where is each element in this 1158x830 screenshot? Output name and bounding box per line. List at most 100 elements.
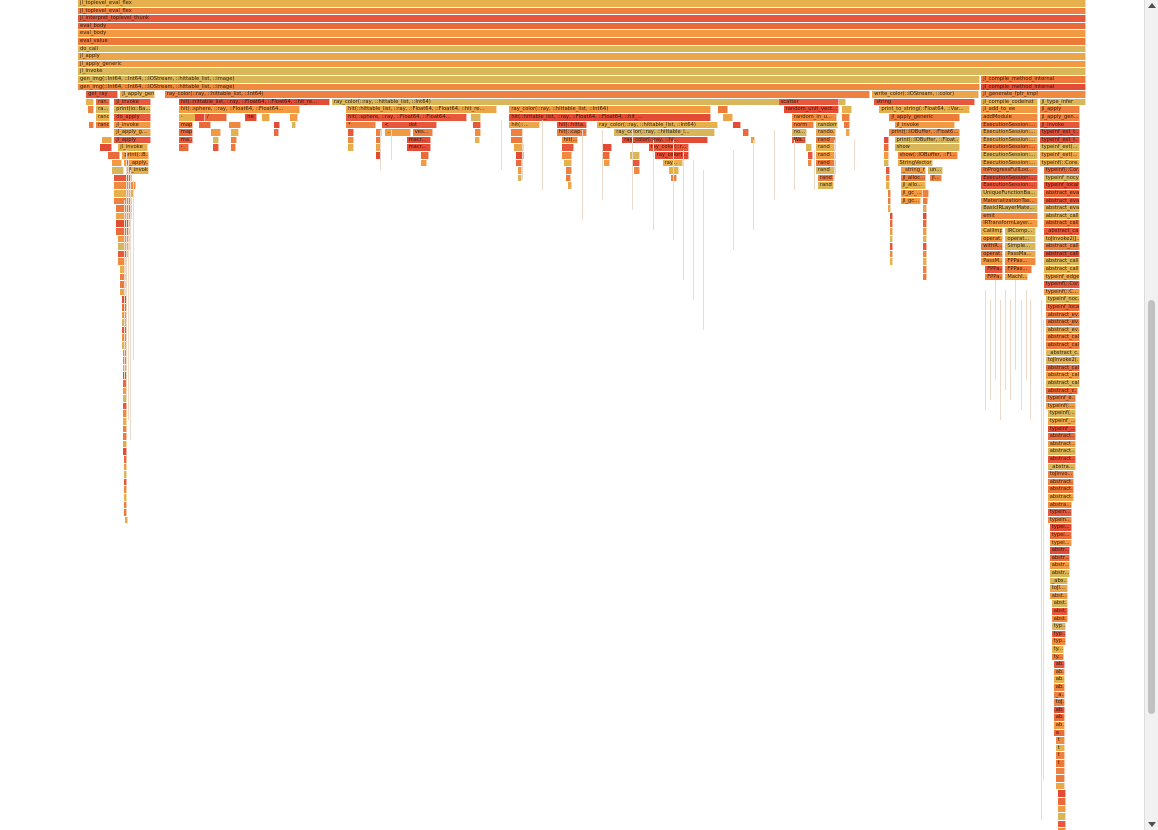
flame-frame[interactable] (1055, 775, 1065, 782)
flame-frame[interactable] (602, 144, 613, 151)
flame-frame[interactable]: t (1055, 737, 1065, 744)
flame-frame[interactable]: typei... (1049, 532, 1072, 539)
flame-frame[interactable] (1057, 790, 1066, 797)
flame-frame[interactable]: hit(::hitta... (556, 121, 587, 129)
flame-frame[interactable]: abst... (1051, 600, 1068, 607)
flame-frame[interactable]: rand (817, 174, 834, 182)
flame-frame[interactable] (668, 167, 679, 174)
flame-frame[interactable]: show (894, 144, 960, 151)
flame-frame[interactable] (922, 235, 927, 243)
flame-frame[interactable]: abstract... (1047, 448, 1076, 455)
flame-frame[interactable]: jl_invoke (114, 98, 151, 106)
flame-frame[interactable]: typeinf(::Cor... (1043, 167, 1080, 174)
flame-frame[interactable] (563, 159, 572, 167)
flame-frame[interactable] (231, 144, 237, 151)
flame-frame[interactable]: abstract_call... (1045, 380, 1080, 387)
flame-frame[interactable] (890, 212, 894, 220)
flame-frame[interactable] (888, 190, 892, 197)
flame-frame[interactable]: typei... (1049, 524, 1072, 531)
flame-frame[interactable] (630, 152, 641, 159)
flame-frame[interactable] (261, 114, 270, 121)
flame-frame[interactable]: _abs... (1049, 577, 1068, 585)
flame-frame[interactable]: gen_img(::Int64, ::Int64, ::IOStream, ::… (78, 76, 981, 83)
flame-frame[interactable] (1057, 798, 1066, 805)
flame-frame[interactable]: ab... (1053, 706, 1065, 714)
flame-frame[interactable]: ab... (1053, 684, 1065, 691)
flame-frame[interactable]: typeinf(::C... (1043, 288, 1080, 296)
flame-frame[interactable] (291, 121, 296, 129)
flame-frame[interactable] (123, 402, 128, 410)
flame-frame[interactable]: MaterializationTas... (981, 197, 1038, 205)
flame-frame[interactable]: rand (815, 167, 837, 174)
flame-frame[interactable] (194, 114, 205, 121)
flame-frame[interactable]: un... (927, 167, 943, 174)
flame-frame[interactable] (116, 220, 131, 227)
flame-frame[interactable]: jl_invoke (118, 144, 149, 151)
flame-frame[interactable]: typeinf(:... (1045, 402, 1076, 410)
flame-frame[interactable]: typ... (1051, 623, 1066, 630)
flame-frame[interactable]: do_call (78, 45, 1086, 53)
flame-frame[interactable]: print(::IOBuffer, ::Float6... (889, 129, 960, 136)
flame-frame[interactable]: abst... (1051, 608, 1068, 615)
flame-frame[interactable] (124, 471, 128, 478)
flame-frame[interactable]: rando... (815, 129, 837, 136)
flame-frame[interactable]: ab... (1053, 676, 1065, 683)
flame-frame[interactable]: print(::B... (122, 152, 149, 159)
flame-frame[interactable] (123, 448, 128, 455)
flame-frame[interactable]: abstract... (1047, 440, 1076, 448)
flame-frame[interactable]: norm (791, 121, 814, 129)
flame-frame[interactable]: ra... (96, 106, 111, 113)
flame-frame[interactable]: ab... (1053, 668, 1065, 676)
flame-frame[interactable]: gen_img(::Int64, ::Int64, ::IOStream, ::… (78, 83, 981, 91)
flame-frame[interactable]: toJ... (1053, 699, 1065, 706)
flame-frame[interactable]: typeinf_local... (1045, 304, 1080, 311)
flame-frame[interactable]: t (1055, 744, 1065, 752)
flame-frame[interactable]: PassMa... (1005, 250, 1036, 258)
flame-frame[interactable]: write_color(::IOStream, ::color) (872, 91, 980, 98)
flame-frame[interactable] (114, 190, 135, 197)
flame-frame[interactable] (120, 288, 127, 296)
flame-frame[interactable]: print(::IOBuffer, ::Float... (894, 136, 960, 144)
flame-frame[interactable] (231, 129, 240, 136)
flame-frame[interactable]: abstract_ev... (1045, 319, 1080, 326)
flame-frame[interactable] (1055, 782, 1065, 790)
flame-frame[interactable] (273, 129, 279, 136)
flame-frame[interactable]: hit(... (561, 136, 578, 144)
flame-frame[interactable] (888, 205, 892, 212)
flame-frame[interactable] (511, 136, 524, 144)
flame-frame[interactable] (1057, 805, 1066, 813)
flame-frame[interactable]: ray_color(::ray, ::hi... (622, 136, 708, 144)
flame-frame[interactable]: ray_color(::ray, ::hittable_list, ::Int6… (597, 121, 719, 129)
flame-frame[interactable]: random_unit_vect... (783, 106, 839, 113)
flame-frame[interactable]: _abstract_ca... (1043, 228, 1080, 235)
flame-frame[interactable]: jl... (929, 174, 942, 182)
flame-frame[interactable]: random_in_u... (791, 114, 838, 121)
flame-frame[interactable]: abstract_ev... (1045, 311, 1080, 319)
flame-frame[interactable]: eval_body (78, 22, 1086, 30)
flame-frame[interactable]: jl_gc... (900, 197, 921, 205)
flame-frame[interactable] (511, 129, 524, 136)
flame-frame[interactable]: hit(::cap... (556, 129, 587, 136)
flame-frame[interactable]: jl_apply (78, 53, 1086, 60)
flame-frame[interactable] (112, 167, 125, 174)
flame-frame[interactable] (517, 174, 522, 182)
flame-frame[interactable] (124, 486, 128, 493)
flame-frame[interactable] (890, 250, 894, 258)
flame-frame[interactable]: t (1055, 752, 1065, 759)
flame-frame[interactable]: StringVector (897, 159, 933, 167)
flame-frame[interactable] (473, 121, 482, 129)
flame-frame[interactable]: ty... (1051, 646, 1064, 653)
flame-frame[interactable]: abstract_eval... (1043, 205, 1080, 212)
flame-frame[interactable] (884, 152, 890, 159)
flame-frame[interactable] (86, 98, 95, 106)
flame-frame[interactable]: abstract_call... (1045, 334, 1080, 341)
flame-frame[interactable]: ray_color(::ray, ::hittable_list, ::Int6… (509, 106, 711, 113)
flame-frame[interactable] (884, 159, 890, 167)
flame-frame[interactable]: typeinf_local(... (1043, 182, 1080, 189)
flame-frame[interactable]: emit (981, 212, 1038, 220)
flame-frame[interactable]: ran... (96, 98, 111, 106)
flame-frame[interactable]: typeinf_edge... (1043, 273, 1080, 281)
flame-frame[interactable] (807, 159, 812, 167)
flame-frame[interactable]: abstract... (1047, 494, 1074, 501)
flame-frame[interactable]: jl_apply_gen... (1039, 114, 1080, 121)
